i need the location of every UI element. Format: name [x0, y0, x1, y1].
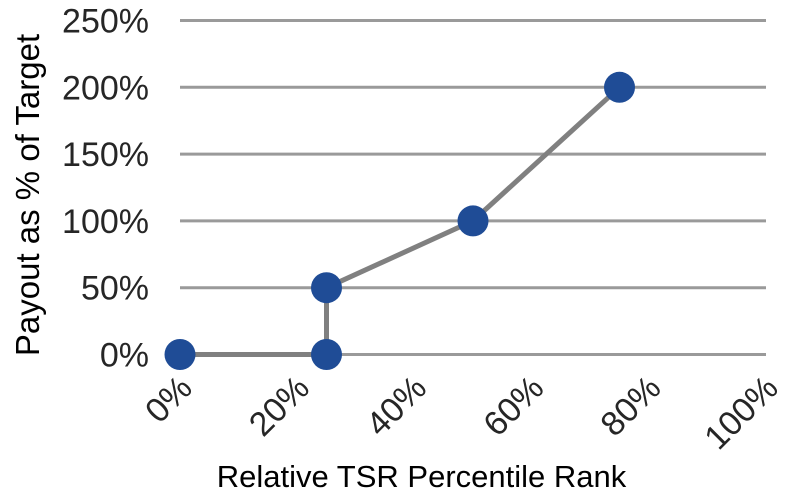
- data-point-marker: [457, 205, 489, 237]
- data-point-marker: [604, 71, 635, 103]
- data-point-marker: [164, 339, 196, 370]
- y-tick-label: 150%: [62, 136, 149, 174]
- y-tick-label: 200%: [62, 69, 149, 107]
- x-tick-label: 60%: [476, 369, 551, 444]
- x-axis-title: Relative TSR Percentile Rank: [216, 459, 627, 494]
- y-tick-label: 100%: [62, 203, 149, 241]
- y-tick-label: 50%: [81, 270, 149, 308]
- y-tick-label: 0%: [100, 337, 149, 375]
- data-point-marker: [311, 339, 342, 370]
- data-point-marker: [311, 272, 342, 304]
- x-tick-label: 0%: [138, 369, 200, 431]
- x-tick-label: 20%: [242, 369, 317, 444]
- x-tick-label: 100%: [697, 369, 785, 457]
- x-tick-label: 40%: [359, 369, 434, 444]
- y-axis-title: Payout as % of Target: [9, 33, 46, 357]
- x-tick-label: 80%: [593, 369, 668, 444]
- y-tick-label: 250%: [62, 3, 149, 41]
